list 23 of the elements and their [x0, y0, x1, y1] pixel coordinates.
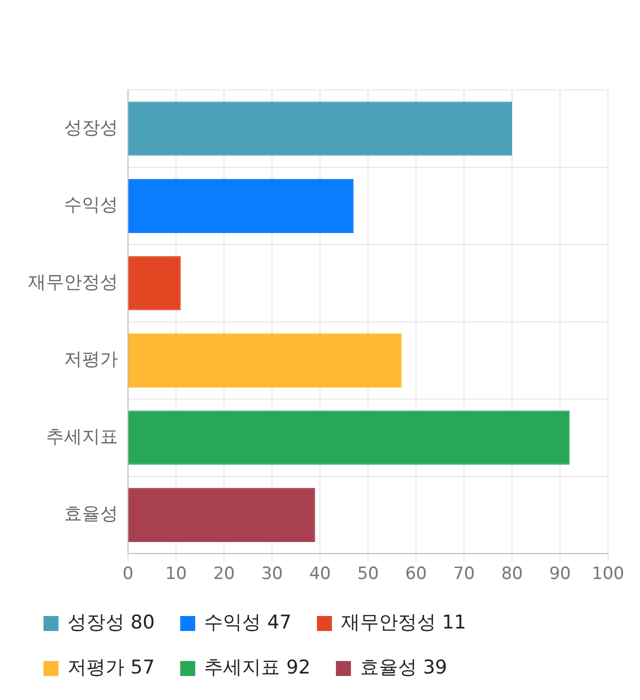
- legend-label: 저평가 57: [68, 656, 155, 678]
- legend-label: 추세지표 92: [204, 656, 310, 678]
- y-tick-label: 성장성: [64, 117, 118, 138]
- x-tick-label: 30: [261, 564, 283, 584]
- y-tick-label: 수익성: [64, 194, 118, 216]
- x-tick-label: 90: [549, 564, 571, 584]
- legend-label: 효율성 39: [360, 656, 448, 678]
- y-tick-label: 재무안정성: [28, 272, 118, 293]
- x-tick-label: 60: [405, 564, 427, 584]
- y-tick-label: 효율성: [64, 504, 118, 525]
- y-tick-label: 추세지표: [46, 426, 118, 448]
- x-tick-label: 70: [453, 564, 475, 584]
- x-tick-label: 100: [592, 564, 624, 584]
- x-tick-label: 50: [357, 564, 379, 584]
- x-tick-label: 40: [309, 564, 331, 584]
- legend-label: 성장성 80: [68, 611, 155, 634]
- x-tick-label: 80: [501, 564, 523, 584]
- x-tick-label: 0: [122, 564, 134, 584]
- legend-label: 재무안정성 11: [340, 611, 466, 634]
- y-tick-label: 저평가: [64, 349, 118, 370]
- x-tick-label: 10: [165, 564, 187, 584]
- legend-label: 수익성 47: [204, 611, 292, 634]
- x-tick-label: 20: [213, 564, 235, 584]
